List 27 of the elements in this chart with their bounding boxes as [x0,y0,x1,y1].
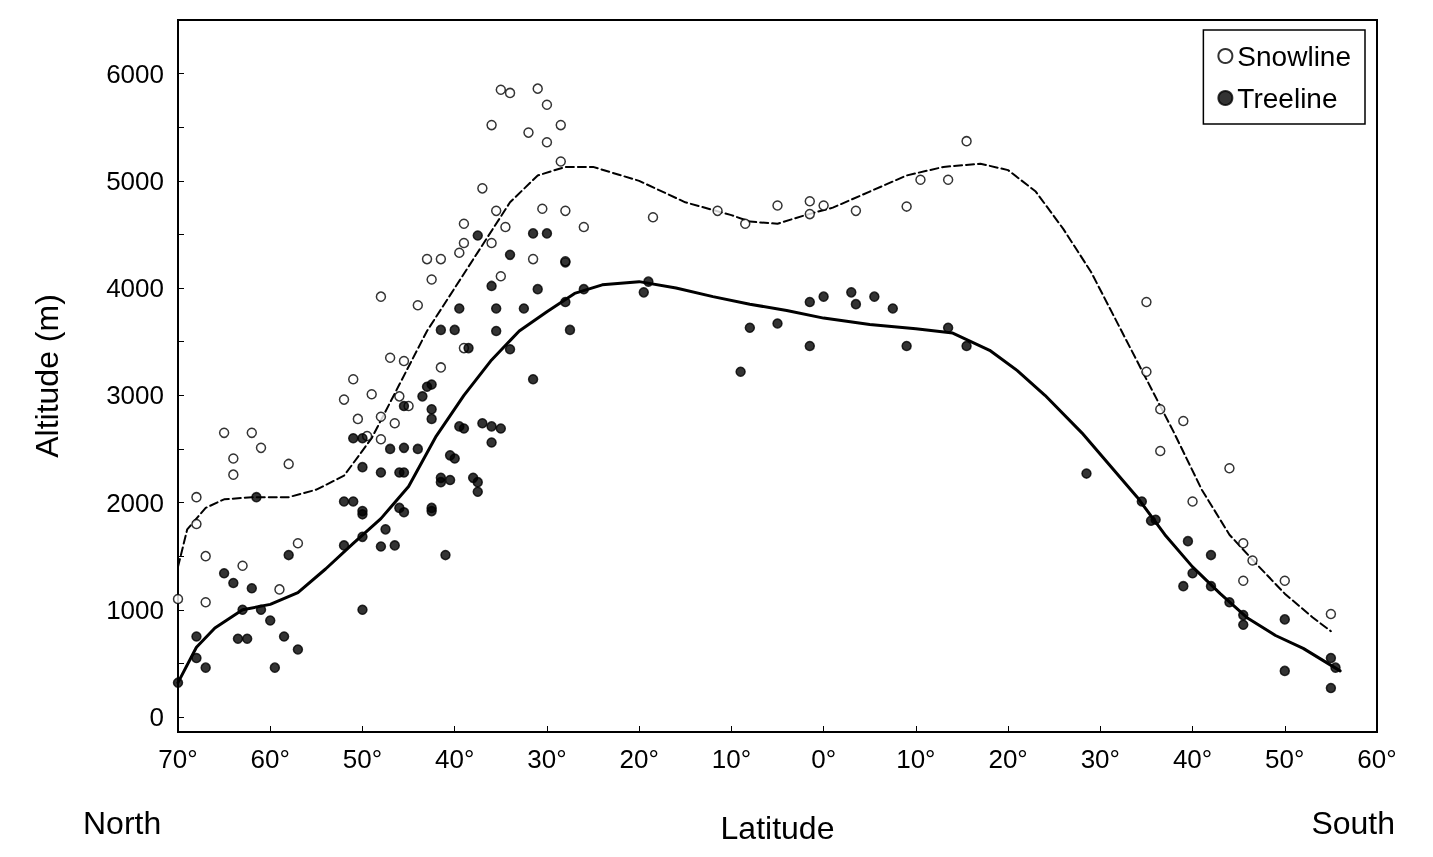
legend-label: Treeline [1237,82,1338,114]
x-tick-label: 50° [1265,744,1305,774]
x-tick-label: 40° [435,744,475,774]
y-axis-title: Altitude (m) [29,294,65,458]
y-tick-label: 6000 [106,58,164,89]
y-tick-label: 0 [149,701,164,732]
x-tick-label: 20° [619,744,659,774]
legend-label: Snowline [1237,40,1352,72]
x-tick-label: 60° [250,744,290,774]
y-tick-label: 5000 [106,165,164,196]
x-tick-label: 20° [988,744,1028,774]
x-tick-label: 40° [1172,744,1213,774]
x-tick-label: 70° [158,744,198,774]
x-tick-label: 0° [811,744,837,774]
y-tick-label: 3000 [106,380,164,411]
y-tick-label: 1000 [106,594,164,625]
x-tick-label: 10° [711,744,752,774]
y-tick-label: 4000 [106,273,164,304]
y-tick-label: 2000 [106,487,164,518]
text: South [1311,805,1395,841]
x-tick-label: 10° [896,744,936,774]
x-tick-label: 30° [1080,744,1120,774]
x-axis-title: Latitude [720,810,835,846]
x-tick-label: 50° [342,744,383,774]
x-tick-label: 30° [527,744,567,774]
text: North [83,805,162,841]
x-tick-label: 60° [1357,744,1397,774]
